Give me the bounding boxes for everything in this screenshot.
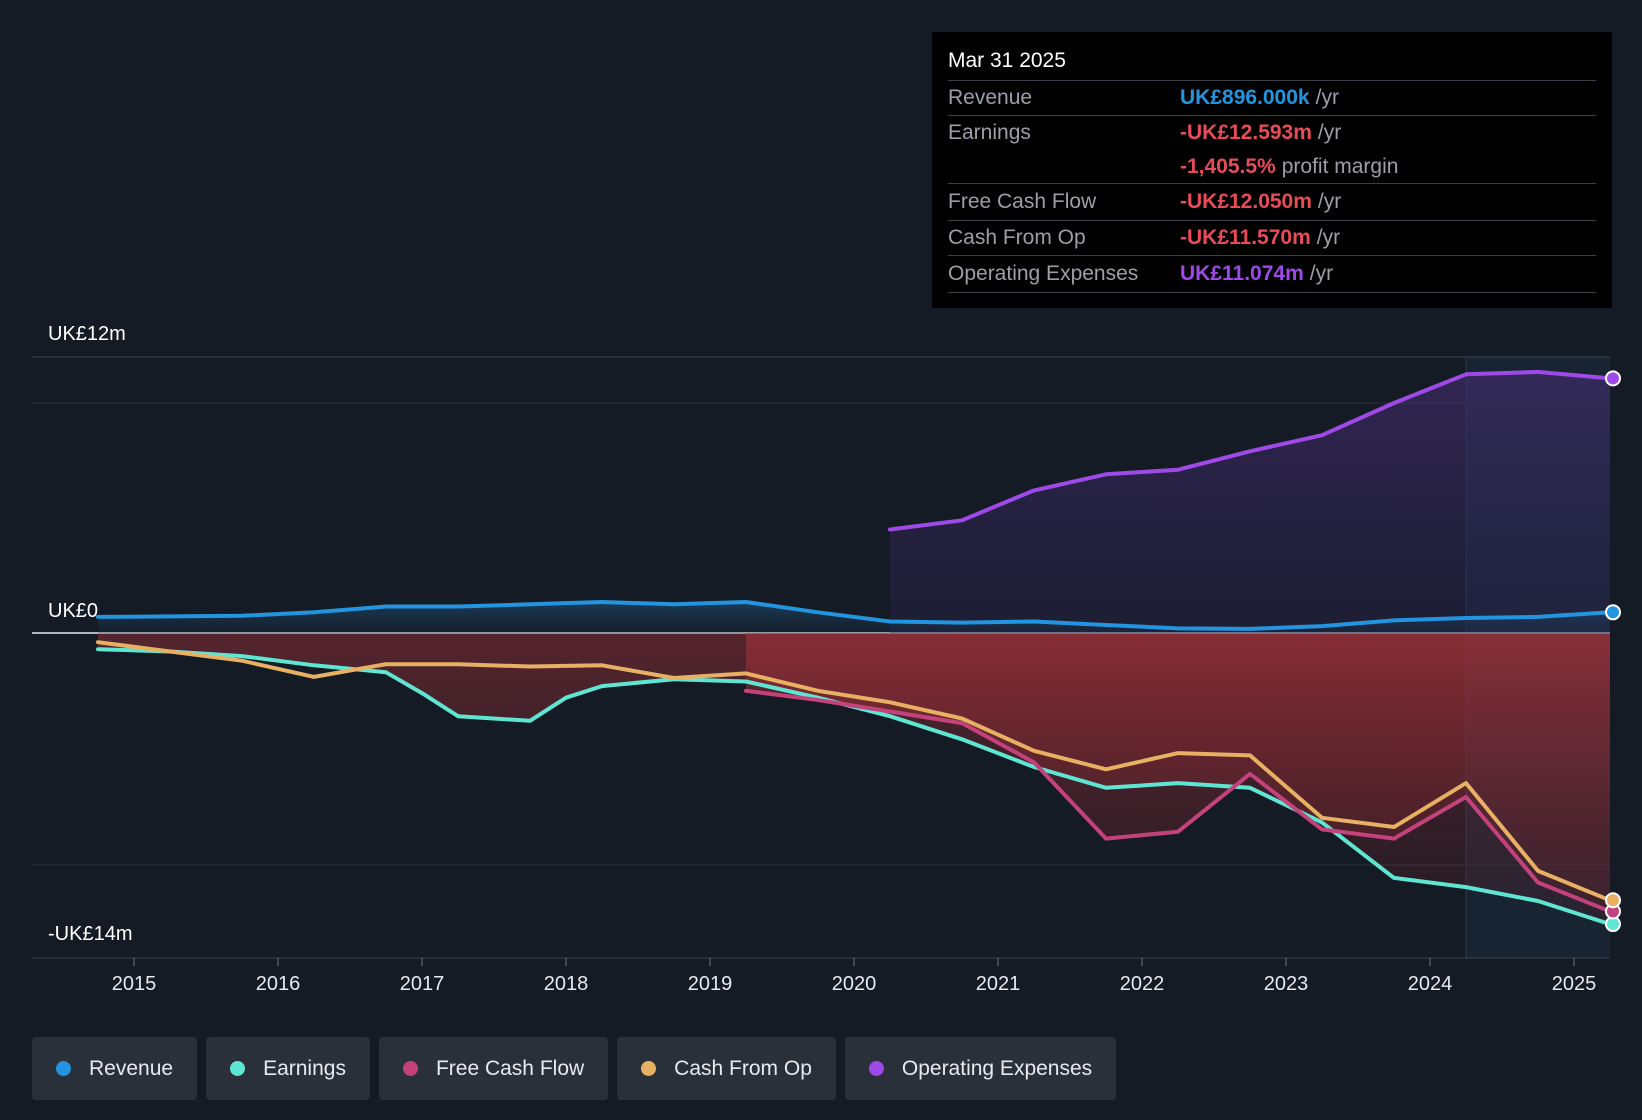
- earnings-dot-icon: [230, 1061, 246, 1076]
- legend-cash-from-op[interactable]: Cash From Op: [617, 1037, 836, 1100]
- tooltip-row-earnings: Earnings -UK£12.593m /yr: [948, 116, 1596, 150]
- legend-label: Revenue: [89, 1056, 174, 1080]
- legend-label: Free Cash Flow: [435, 1056, 585, 1080]
- cfo-dot-icon: [641, 1061, 657, 1076]
- cash-from-op-end-point: [1605, 892, 1621, 909]
- x-tick-label: 2016: [256, 973, 301, 995]
- tooltip-unit: /yr: [1316, 226, 1341, 249]
- x-tick-label: 2015: [112, 973, 157, 995]
- tooltip-unit: /yr: [1317, 121, 1342, 144]
- tooltip-row-fcf: Free Cash Flow -UK£12.050m /yr: [948, 184, 1596, 221]
- x-tick-label: 2020: [832, 973, 877, 995]
- operating-expenses-line: [888, 369, 1612, 532]
- opex-area: [890, 371, 1610, 633]
- x-tick-label: 2021: [976, 973, 1021, 995]
- tooltip-value: -UK£12.050m: [1180, 190, 1312, 213]
- tooltip-label: Operating Expenses: [948, 262, 1139, 285]
- legend-label: Cash From Op: [674, 1056, 812, 1080]
- tooltip-date: Mar 31 2025: [948, 46, 1596, 81]
- tooltip-row-opex: Operating Expenses UK£11.074m /yr: [948, 256, 1596, 293]
- fcf-area: [746, 633, 1610, 912]
- tooltip-unit: /yr: [1317, 190, 1342, 213]
- tooltip-unit: profit margin: [1281, 154, 1399, 178]
- x-tick-label: 2019: [688, 973, 733, 995]
- free-cash-flow-line: [744, 688, 1612, 914]
- tooltip-unit: /yr: [1315, 86, 1339, 109]
- x-tick-label: 2023: [1264, 973, 1309, 995]
- y-label-bottom: -UK£14m: [48, 923, 132, 945]
- x-tick-label: 2024: [1408, 973, 1453, 995]
- tooltip-row-revenue: Revenue UK£896.000k /yr: [948, 81, 1596, 116]
- revenue-end-point: [1605, 604, 1621, 621]
- tooltip-value: UK£11.074m: [1180, 262, 1304, 285]
- x-tick-label: 2025: [1552, 973, 1597, 995]
- legend-label: Earnings: [263, 1056, 346, 1080]
- tooltip-value: -UK£11.570m: [1180, 226, 1311, 249]
- tooltip-value: -1,405.5%: [1180, 154, 1276, 178]
- revenue-dot-icon: [56, 1061, 71, 1076]
- x-tick-label: 2022: [1120, 973, 1165, 995]
- opex-dot-icon: [868, 1061, 884, 1076]
- tooltip-unit: /yr: [1309, 262, 1334, 285]
- cash-from-op-line: [96, 640, 1612, 903]
- legend-label: Operating Expenses: [901, 1056, 1093, 1080]
- tooltip-label: Earnings: [948, 121, 1031, 144]
- x-tick-label: 2017: [400, 973, 445, 995]
- tooltip-label: Revenue: [948, 86, 1033, 109]
- legend-free-cash-flow[interactable]: Free Cash Flow: [378, 1037, 609, 1100]
- tooltip-label: Cash From Op: [948, 226, 1086, 249]
- x-tick-label: 2018: [544, 973, 589, 995]
- legend-earnings[interactable]: Earnings: [206, 1037, 370, 1100]
- tooltip-label: Free Cash Flow: [948, 190, 1097, 213]
- y-label-zero: UK£0: [48, 600, 98, 622]
- tooltip-row-cfo: Cash From Op -UK£11.570m /yr: [948, 221, 1596, 256]
- legend-revenue[interactable]: Revenue: [32, 1037, 198, 1100]
- operating-expenses-end-point: [1605, 370, 1621, 387]
- tooltip-value: -UK£12.593m: [1180, 121, 1312, 144]
- fcf-dot-icon: [402, 1061, 418, 1076]
- y-label-top: UK£12m: [48, 323, 126, 345]
- tooltip: Mar 31 2025 Revenue UK£896.000k /yr Earn…: [932, 32, 1612, 308]
- tooltip-value: UK£896.000k: [1180, 86, 1310, 109]
- revenue-line: [96, 600, 1612, 631]
- legend: Revenue Earnings Free Cash Flow Cash Fro…: [32, 1037, 1117, 1100]
- tooltip-row-margin: -1,405.5% profit margin: [948, 150, 1596, 184]
- legend-operating-expenses[interactable]: Operating Expenses: [844, 1037, 1117, 1100]
